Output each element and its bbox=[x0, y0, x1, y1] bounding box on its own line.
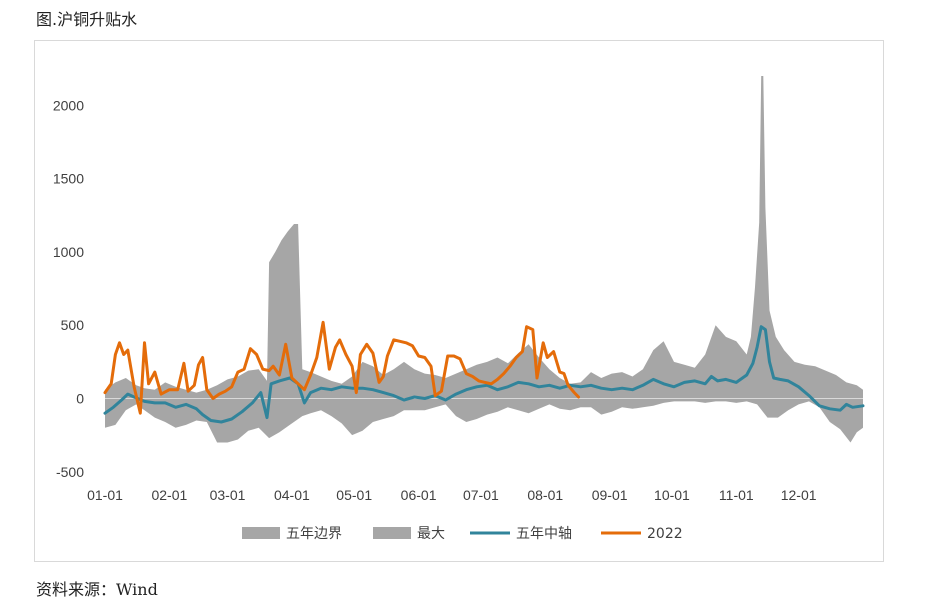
x-tick-label: 02-01 bbox=[151, 487, 187, 503]
figure-title: 图.沪铜升贴水 bbox=[36, 10, 138, 29]
series-lines-layer bbox=[103, 320, 865, 424]
y-tick-label: 0 bbox=[76, 391, 84, 407]
x-tick-label: 01-01 bbox=[87, 487, 123, 503]
y-tick-label: 1000 bbox=[53, 244, 84, 260]
x-tick-label: 12-01 bbox=[781, 487, 817, 503]
y-tick-label: 500 bbox=[61, 317, 85, 333]
five-year-midline-series bbox=[103, 325, 865, 424]
x-tick-label: 08-01 bbox=[527, 487, 563, 503]
five-year-band-area bbox=[105, 76, 863, 443]
legend-label: 五年边界 bbox=[286, 526, 342, 542]
x-tick-label: 04-01 bbox=[274, 487, 310, 503]
x-tick-label: 03-01 bbox=[210, 487, 246, 503]
legend-label: 五年中轴 bbox=[516, 526, 572, 542]
x-axis-ticks: 01-01 02-01 03-01 04-01 05-01 06-01 07-01 08-01… bbox=[87, 487, 817, 503]
x-tick-label: 11-01 bbox=[719, 487, 754, 503]
legend-label: 最大 bbox=[417, 526, 445, 542]
source-note: 资料来源：Wind bbox=[36, 580, 158, 599]
legend: 五年边界 最大 五年中轴 2022 bbox=[242, 526, 683, 542]
x-tick-label: 10-01 bbox=[654, 487, 690, 503]
x-tick-label: 09-01 bbox=[592, 487, 628, 503]
y-tick-label: -500 bbox=[56, 464, 84, 480]
y-tick-label: 1500 bbox=[53, 171, 84, 187]
series-2022-line bbox=[103, 320, 580, 415]
chart-frame bbox=[34, 40, 884, 562]
legend-swatch bbox=[373, 527, 411, 539]
legend-label: 2022 bbox=[647, 526, 683, 542]
y-tick-label: 2000 bbox=[53, 97, 84, 113]
x-tick-label: 07-01 bbox=[463, 487, 499, 503]
x-tick-label: 06-01 bbox=[401, 487, 437, 503]
y-axis-ticks: -500 0 500 1000 1500 2000 bbox=[53, 97, 85, 480]
legend-swatch bbox=[242, 527, 280, 539]
x-tick-label: 05-01 bbox=[336, 487, 372, 503]
band-layer bbox=[105, 76, 863, 443]
